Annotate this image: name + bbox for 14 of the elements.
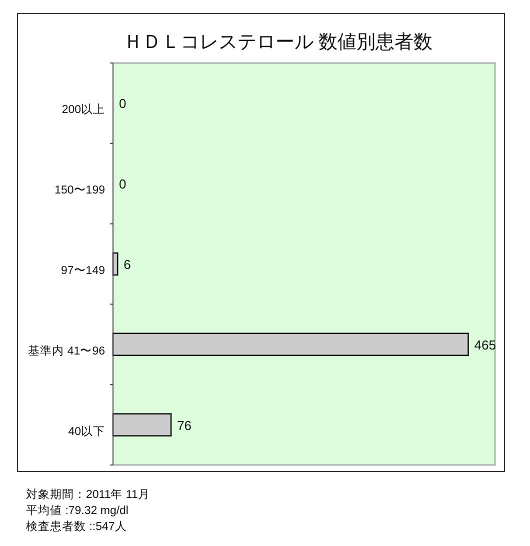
y-tick-label: 基準内 41〜96	[28, 344, 105, 358]
data-label: 6	[124, 257, 131, 272]
y-tick-label: 150〜199	[54, 184, 105, 197]
text: 対象期間：2011年 11月	[26, 487, 150, 501]
data-label: 465	[474, 337, 496, 352]
y-tick-label: 97〜149	[61, 265, 105, 277]
y-tick-label: 200以上	[62, 103, 105, 116]
data-label: 0	[119, 96, 126, 112]
text: 平均値 :79.32 mg/dl	[26, 504, 128, 517]
chart-title: ＨＤＬコレステロール 数値別患者数	[123, 32, 433, 53]
y-tick-label: 40以下	[68, 424, 105, 438]
text: 検査患者数 ::547人	[26, 520, 127, 533]
data-label: 76	[177, 418, 192, 433]
data-label: 0	[119, 176, 126, 192]
